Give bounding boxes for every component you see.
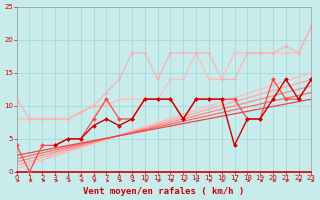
X-axis label: Vent moyen/en rafales ( km/h ): Vent moyen/en rafales ( km/h ) — [84, 187, 245, 196]
